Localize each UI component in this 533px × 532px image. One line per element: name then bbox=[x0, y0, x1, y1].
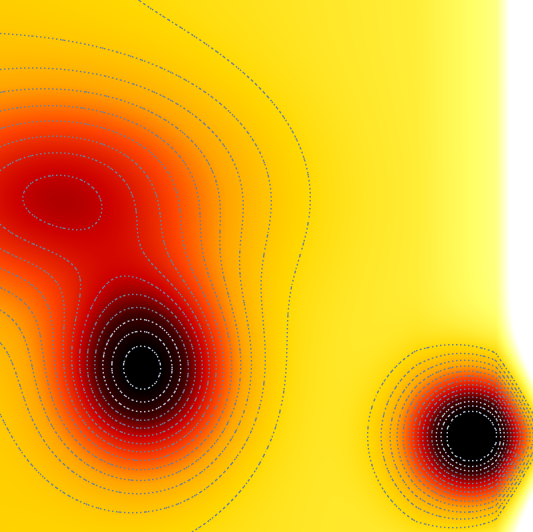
contour-line-5 bbox=[0, 120, 525, 498]
contour-line-3 bbox=[0, 88, 531, 508]
contour-line-13 bbox=[122, 345, 498, 462]
contour-line-10 bbox=[94, 306, 509, 476]
contour-line-2 bbox=[0, 67, 533, 513]
contour-line-11 bbox=[102, 318, 505, 472]
contour-line-1 bbox=[0, 32, 533, 520]
contour-line-8 bbox=[22, 174, 515, 485]
contour-line-7 bbox=[0, 152, 518, 489]
contour-line-0 bbox=[138, 0, 533, 532]
contour-line-4 bbox=[0, 105, 528, 502]
contour-line-12 bbox=[111, 330, 502, 468]
contour-line-6 bbox=[0, 135, 522, 493]
contour-line-9 bbox=[86, 293, 512, 481]
